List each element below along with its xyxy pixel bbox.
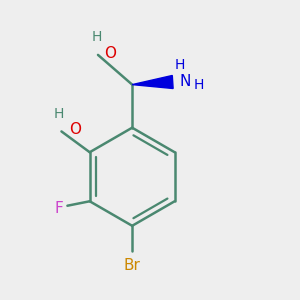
Text: N: N [180,74,191,89]
Text: H: H [194,78,204,92]
Text: H: H [53,107,64,121]
Text: Br: Br [124,259,141,274]
Text: O: O [69,122,81,137]
Text: O: O [104,46,116,61]
Polygon shape [132,76,173,88]
Text: F: F [54,201,63,216]
Text: H: H [175,58,185,72]
Text: H: H [91,31,102,44]
